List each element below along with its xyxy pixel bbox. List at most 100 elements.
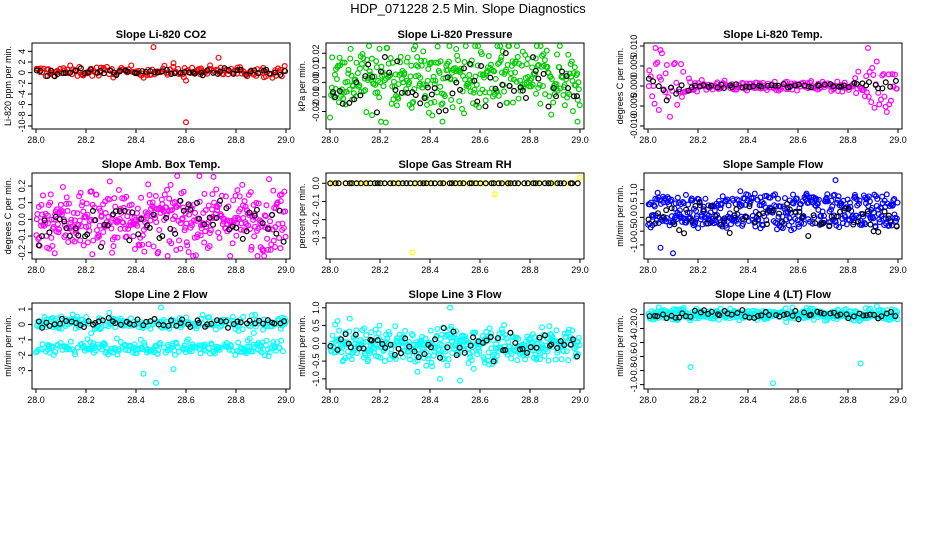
data-point (673, 90, 680, 97)
data-point (679, 199, 686, 206)
data-point (362, 87, 369, 94)
y-axis-label: ml/min per min. (615, 185, 625, 247)
data-point (876, 101, 883, 108)
data-point (716, 312, 723, 319)
data-point (177, 197, 184, 204)
data-point (431, 80, 438, 87)
data-point (557, 338, 564, 345)
data-point (168, 240, 175, 247)
data-point (683, 206, 690, 213)
data-point (258, 223, 265, 230)
data-point (266, 176, 273, 183)
data-point (176, 237, 183, 244)
data-point (278, 337, 285, 344)
data-point (571, 64, 578, 71)
data-point (652, 220, 659, 227)
data-point (834, 312, 841, 319)
data-point (561, 342, 568, 349)
data-point (883, 191, 890, 198)
y-axis-label: Li-820 ppm per min. (3, 46, 13, 126)
data-point (377, 68, 384, 75)
data-point (174, 173, 181, 180)
data-point (803, 190, 810, 197)
data-point (548, 341, 555, 348)
data-point (344, 78, 351, 85)
data-point (787, 83, 794, 90)
data-point (437, 58, 444, 65)
data-point (279, 348, 286, 355)
data-point (506, 82, 513, 89)
data-point (569, 327, 576, 334)
data-point (184, 336, 191, 343)
x-tick-label: 28.0 (639, 395, 657, 405)
data-point (431, 98, 438, 105)
data-point (440, 325, 447, 332)
data-point (546, 93, 553, 100)
data-point (55, 229, 62, 236)
data-point (427, 99, 434, 106)
data-point (784, 200, 791, 207)
data-point (265, 352, 272, 359)
data-point (439, 118, 446, 125)
data-point (728, 84, 735, 91)
data-point (329, 54, 336, 61)
data-point (196, 198, 203, 205)
data-point (498, 180, 505, 187)
data-point (535, 75, 542, 82)
data-point (171, 351, 178, 358)
data-point (871, 191, 878, 198)
data-point (509, 99, 516, 106)
data-point (799, 214, 806, 221)
data-point (381, 180, 388, 187)
data-point (71, 238, 78, 245)
data-point (821, 81, 828, 88)
data-point (74, 210, 81, 217)
data-point (128, 62, 135, 69)
data-point (156, 226, 163, 233)
data-point (874, 196, 881, 203)
data-point (144, 72, 151, 79)
data-point (358, 60, 365, 67)
data-point (239, 181, 246, 188)
y-tick-label: 4 (17, 49, 27, 54)
data-point (248, 312, 255, 319)
data-point (790, 191, 797, 198)
data-point (652, 312, 659, 319)
data-point (153, 379, 160, 386)
data-point (563, 73, 570, 80)
data-point (712, 213, 719, 220)
data-point (112, 320, 119, 327)
data-point (775, 195, 782, 202)
data-point (339, 100, 346, 107)
data-point (108, 225, 115, 232)
data-point (460, 180, 467, 187)
data-point (56, 320, 63, 327)
data-point (750, 83, 757, 90)
y-tick-label: -2 (17, 79, 27, 87)
data-point (204, 67, 211, 74)
data-point (766, 312, 773, 319)
data-point (449, 90, 456, 97)
data-point (63, 194, 70, 201)
data-point (369, 73, 376, 80)
data-point (431, 85, 438, 92)
data-point (564, 329, 571, 336)
data-point (454, 57, 461, 64)
chart-title: Slope Li-820 CO2 (116, 29, 206, 41)
data-point (128, 201, 135, 208)
x-tick-label: 28.2 (77, 265, 95, 275)
data-point (828, 206, 835, 213)
y-axis-label: ml/min per min. (615, 315, 625, 377)
data-point (474, 98, 481, 105)
data-point (237, 66, 244, 73)
data-point (529, 81, 536, 88)
data-point (575, 334, 582, 341)
data-point (570, 93, 577, 100)
data-point (478, 51, 485, 58)
data-point (277, 245, 284, 252)
data-point (672, 200, 679, 207)
x-tick-label: 28.0 (27, 395, 45, 405)
data-point (402, 89, 409, 96)
data-point (671, 59, 678, 66)
data-point (428, 91, 435, 98)
